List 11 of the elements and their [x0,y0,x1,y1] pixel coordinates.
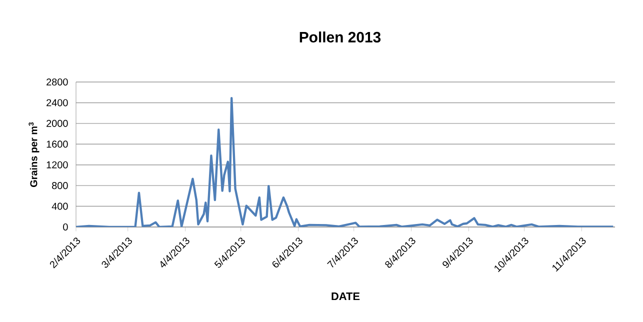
y-tick-label: 800 [52,182,68,190]
y-tick-label: 1600 [46,140,68,148]
chart-title: Pollen 2013 [300,32,381,42]
y-tick-label: 2800 [46,78,68,86]
y-tick-label: 1200 [46,161,68,168]
y-tick-label: 2400 [46,99,68,106]
y-tick-label: 2000 [46,120,68,127]
y-tick-label: 400 [52,202,68,210]
y-axis-title: Grains per m$^{3}$ [28,122,40,188]
y-tick-label: 0 [63,223,68,231]
x-axis-title: DATE [332,292,360,300]
